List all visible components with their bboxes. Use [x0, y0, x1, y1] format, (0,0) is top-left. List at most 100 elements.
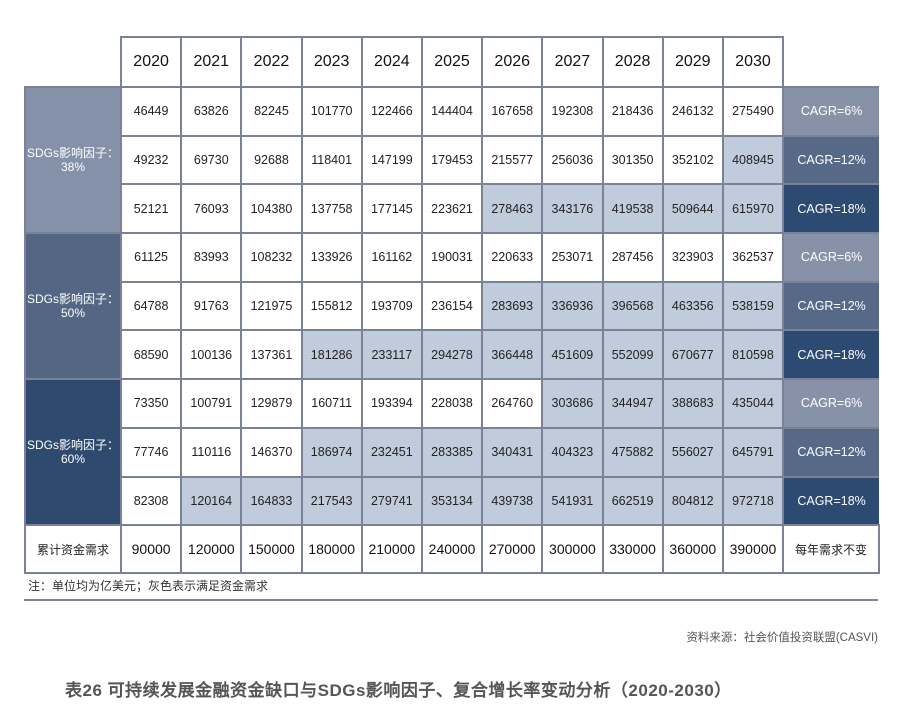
value-cell: 110116 — [180, 426, 243, 478]
value-cell: 215577 — [481, 134, 544, 186]
cagr-label: CAGR=18% — [783, 183, 880, 235]
table-row: 49232 69730 92688 118401 147199 179453 215577 2… — [25, 134, 880, 186]
value-cell: 137758 — [300, 183, 363, 235]
value-cell: 52121 — [119, 183, 183, 235]
value-cell-met: 186974 — [300, 426, 363, 478]
value-cell: 193394 — [360, 378, 423, 429]
value-cell-met: 404323 — [541, 426, 604, 478]
cumulative-demand-row: 累计资金需求 90000 120000 150000 180000 210000 24000… — [24, 524, 881, 575]
value-cell-met: 388683 — [661, 378, 724, 429]
value-cell-met: 804812 — [661, 475, 724, 527]
value-cell: 118401 — [300, 134, 363, 186]
sdgs-factor-value: 38% — [60, 160, 86, 175]
year-header: 2024 — [360, 36, 423, 88]
cagr-label: CAGR=12% — [783, 280, 880, 332]
value-cell: 192308 — [541, 86, 604, 137]
value-cell: 147199 — [360, 134, 423, 186]
value-cell: 362537 — [721, 232, 785, 283]
value-cell: 100791 — [180, 378, 243, 429]
value-cell-met: 670677 — [661, 329, 724, 381]
value-cell: 246132 — [661, 86, 724, 137]
value-cell-met: 279741 — [360, 475, 423, 527]
value-cell-met: 509644 — [661, 183, 724, 235]
sdgs-factor-label: SDGs影响因子： 60% — [24, 378, 122, 527]
value-cell-met: 541931 — [541, 475, 604, 527]
value-cell: 77746 — [119, 426, 183, 478]
value-cell: 228038 — [420, 378, 484, 429]
cumulative-demand-label: 累计资金需求 — [24, 524, 122, 575]
value-cell: 122466 — [360, 86, 423, 137]
value-cell-met: 419538 — [601, 183, 664, 235]
sdgs-factor-label: SDGs影响因子： 50% — [24, 232, 122, 381]
table-row: SDGs影响因子： 38% 46449 63826 82245 101770 122466 1… — [24, 85, 880, 235]
header-corner-blank — [25, 37, 121, 88]
cumulative-demand-cell: 360000 — [661, 524, 724, 575]
value-cell-met: 181286 — [300, 329, 363, 381]
value-cell: 287456 — [601, 232, 664, 283]
table-body: SDGs影响因子： 38% 46449 63826 82245 101770 122466 1… — [24, 85, 881, 575]
value-cell: 177145 — [360, 183, 423, 235]
value-cell-met: 233117 — [360, 329, 423, 381]
value-cell-met: 278463 — [481, 183, 544, 235]
value-cell: 155812 — [300, 280, 363, 332]
cagr-label: CAGR=12% — [783, 426, 880, 478]
value-cell: 301350 — [601, 134, 664, 186]
value-cell: 46449 — [119, 86, 183, 137]
value-cell-met: 972718 — [721, 475, 785, 527]
value-cell: 104380 — [240, 183, 303, 235]
value-cell-met: 353134 — [420, 475, 484, 527]
value-cell: 264760 — [481, 378, 544, 429]
cagr-label: CAGR=18% — [783, 329, 880, 381]
year-header: 2025 — [420, 36, 484, 88]
sdgs-factor-title: SDGs影响因子： — [26, 438, 119, 453]
value-cell: 69730 — [180, 134, 243, 186]
cumulative-demand-cell: 240000 — [420, 524, 484, 575]
value-cell-met: 662519 — [601, 475, 664, 527]
value-cell: 253071 — [541, 232, 604, 283]
table-row: 52121 76093 104380 137758 177145 223621 278463… — [25, 183, 880, 235]
value-cell: 193709 — [360, 280, 423, 332]
value-cell: 129879 — [240, 378, 303, 429]
table-note: 注：单位均为亿美元；灰色表示满足资金需求 — [24, 575, 878, 601]
value-cell: 76093 — [180, 183, 243, 235]
value-cell: 82245 — [240, 86, 303, 137]
value-cell: 190031 — [420, 232, 484, 283]
value-cell: 63826 — [180, 86, 243, 137]
year-header: 2030 — [721, 36, 785, 88]
value-cell-met: 552099 — [601, 329, 664, 381]
value-cell: 179453 — [420, 134, 484, 186]
funding-gap-table: 2020 2021 2022 2023 2024 2025 2026 2027 … — [24, 36, 881, 575]
value-cell: 236154 — [420, 280, 484, 332]
table-row: SDGs影响因子： 60% 73350 100791 129879 160711 19339… — [24, 378, 880, 527]
value-cell-met: 120164 — [180, 475, 243, 527]
value-cell-met: 164833 — [240, 475, 303, 527]
value-cell-met: 645791 — [721, 426, 785, 478]
cumulative-demand-cell: 180000 — [300, 524, 363, 575]
value-cell: 83993 — [180, 232, 243, 283]
cumulative-demand-cell: 270000 — [481, 524, 544, 575]
table-row: SDGs影响因子： 50% 61125 83993 108232 133926 161162… — [24, 232, 880, 381]
year-header: 2021 — [180, 36, 243, 88]
year-header: 2029 — [661, 36, 724, 88]
value-cell: 220633 — [481, 232, 544, 283]
table-row: 77746 110116 146370 186974 232451 283385 34043… — [25, 426, 880, 478]
value-cell-met: 344947 — [601, 378, 664, 429]
value-cell: 49232 — [119, 134, 183, 186]
value-cell: 146370 — [240, 426, 303, 478]
value-cell: 223621 — [420, 183, 484, 235]
value-cell: 133926 — [300, 232, 363, 283]
cumulative-demand-cell: 300000 — [541, 524, 604, 575]
value-cell: 218436 — [601, 86, 664, 137]
value-cell-met: 343176 — [541, 183, 604, 235]
sdgs-factor-value: 60% — [60, 452, 86, 467]
sdgs-factor-label: SDGs影响因子： 38% — [24, 85, 122, 235]
value-cell-met: 475882 — [601, 426, 664, 478]
funding-gap-table-container: 2020 2021 2022 2023 2024 2025 2026 2027 … — [24, 36, 881, 575]
sdgs-factor-value: 50% — [60, 306, 86, 321]
value-cell-met: 439738 — [481, 475, 544, 527]
cumulative-demand-cell: 330000 — [601, 524, 664, 575]
note-text: 注：单位均为亿美元；灰色表示满足资金需求 — [28, 579, 269, 593]
value-cell: 92688 — [240, 134, 303, 186]
sdgs-factor-title: SDGs影响因子： — [26, 146, 119, 161]
value-cell: 73350 — [119, 378, 183, 429]
